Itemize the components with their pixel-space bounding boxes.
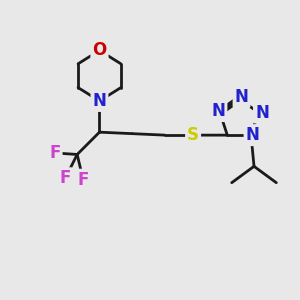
Text: N: N bbox=[246, 126, 260, 144]
Text: N: N bbox=[212, 102, 225, 120]
Text: N: N bbox=[255, 103, 269, 122]
Text: N: N bbox=[235, 88, 248, 106]
Text: O: O bbox=[92, 41, 106, 59]
Text: S: S bbox=[187, 126, 199, 144]
Text: N: N bbox=[92, 92, 106, 110]
Text: F: F bbox=[77, 171, 89, 189]
Text: F: F bbox=[60, 169, 71, 187]
Text: F: F bbox=[49, 144, 61, 162]
